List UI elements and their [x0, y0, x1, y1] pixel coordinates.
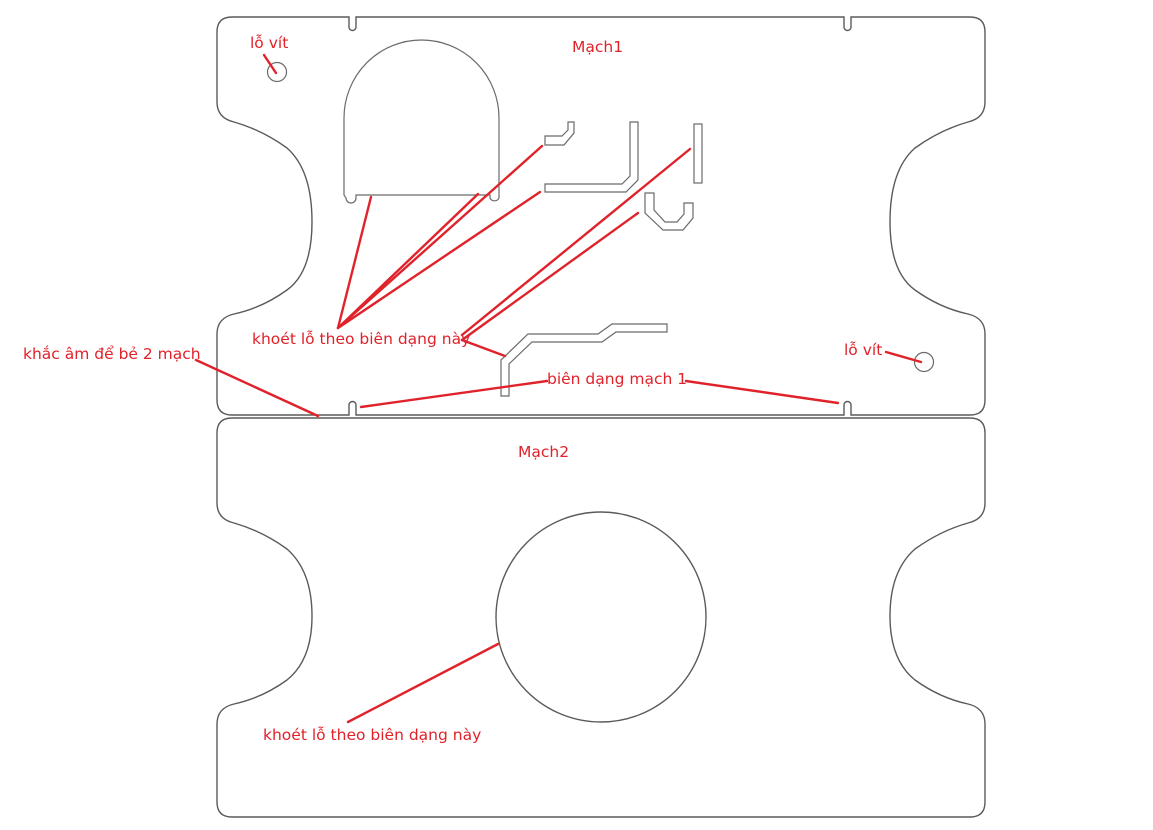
label-screw-hole-top: lỗ vít	[250, 34, 288, 52]
screw-hole-top-left	[266, 61, 288, 83]
label-v-score: khắc âm để bẻ 2 mạch	[23, 345, 201, 363]
label-cut-holes-2: khoét lỗ theo biên dạng này	[263, 726, 481, 744]
board1-outline	[216, 16, 986, 416]
label-board1-profile: biên dạng mạch 1	[547, 370, 687, 388]
l-shaped-slot	[544, 121, 639, 193]
label-board1-title: Mạch1	[572, 38, 623, 56]
screw-hole-right	[913, 351, 935, 373]
label-screw-hole-right: lỗ vít	[844, 341, 882, 359]
vertical-slot	[693, 123, 703, 184]
large-round-cutout	[495, 511, 707, 723]
arch-cutout	[343, 39, 500, 204]
small-bent-slot	[544, 121, 575, 146]
u-shaped-slot	[644, 192, 694, 231]
label-board2-title: Mạch2	[518, 443, 569, 461]
zigzag-slot	[500, 323, 668, 397]
label-cut-holes-1: khoét lỗ theo biên dạng này	[252, 330, 470, 348]
annotation-leaders	[194, 53, 923, 724]
board2-outline	[216, 417, 986, 818]
